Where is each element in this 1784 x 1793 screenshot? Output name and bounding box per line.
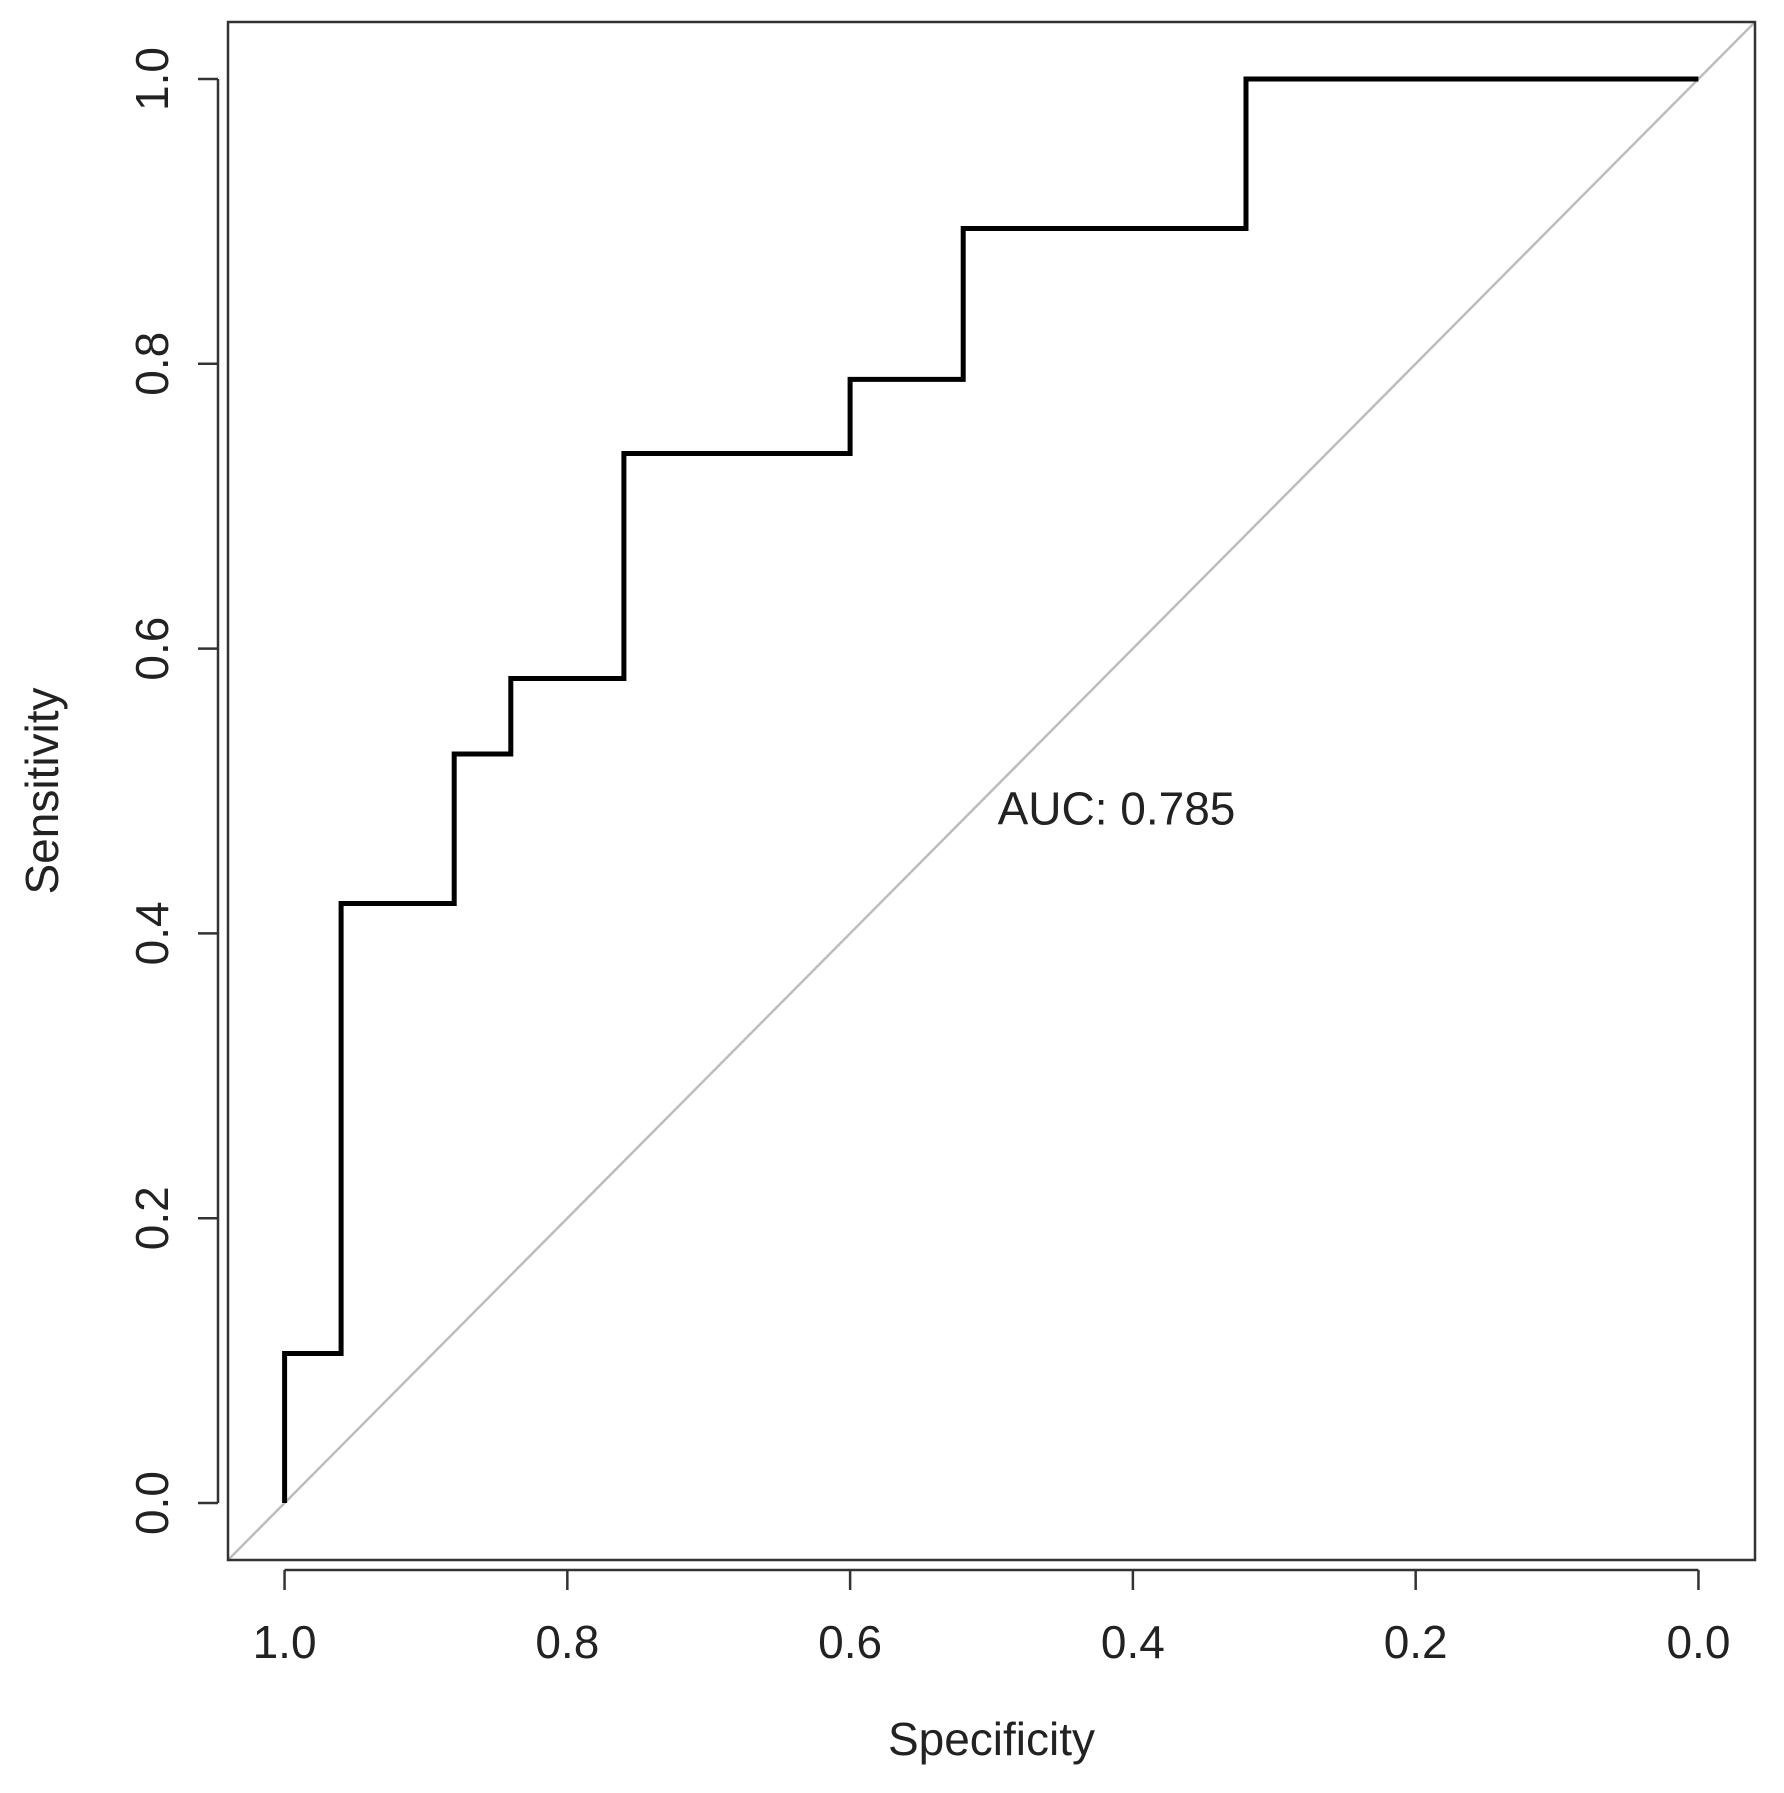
- y-tick-label: 0.4: [126, 901, 178, 965]
- roc-curve-line: [282, 76, 1699, 1503]
- plot-frame: [226, 20, 1757, 1562]
- diagonal-layer: [227, 21, 1756, 1561]
- x-tick-label: 0.6: [818, 1616, 882, 1668]
- x-tick-label: 0.2: [1384, 1616, 1448, 1668]
- x-tick-label: 0.8: [535, 1616, 599, 1668]
- x-axis: 1.0 0.8 0.6 0.4 0.2 0.0: [253, 1568, 1730, 1668]
- chance-diagonal-line: [227, 21, 1756, 1561]
- curve-layer: [282, 76, 1699, 1503]
- y-axis: 0.0 0.2 0.4 0.6 0.8 1.0: [126, 47, 220, 1535]
- x-tick-label: 0.4: [1101, 1616, 1165, 1668]
- y-tick-label: 0.0: [126, 1471, 178, 1535]
- y-axis-title: Sensitivity: [16, 687, 68, 894]
- y-tick-label: 0.6: [126, 617, 178, 681]
- y-tick-label: 0.8: [126, 332, 178, 396]
- x-axis-title: Specificity: [888, 1713, 1095, 1765]
- y-tick-label: 0.2: [126, 1186, 178, 1250]
- auc-annotation: AUC: 0.785: [998, 783, 1236, 835]
- x-tick-label: 1.0: [253, 1616, 317, 1668]
- y-tick-label: 1.0: [126, 47, 178, 111]
- x-tick-label: 0.0: [1666, 1616, 1730, 1668]
